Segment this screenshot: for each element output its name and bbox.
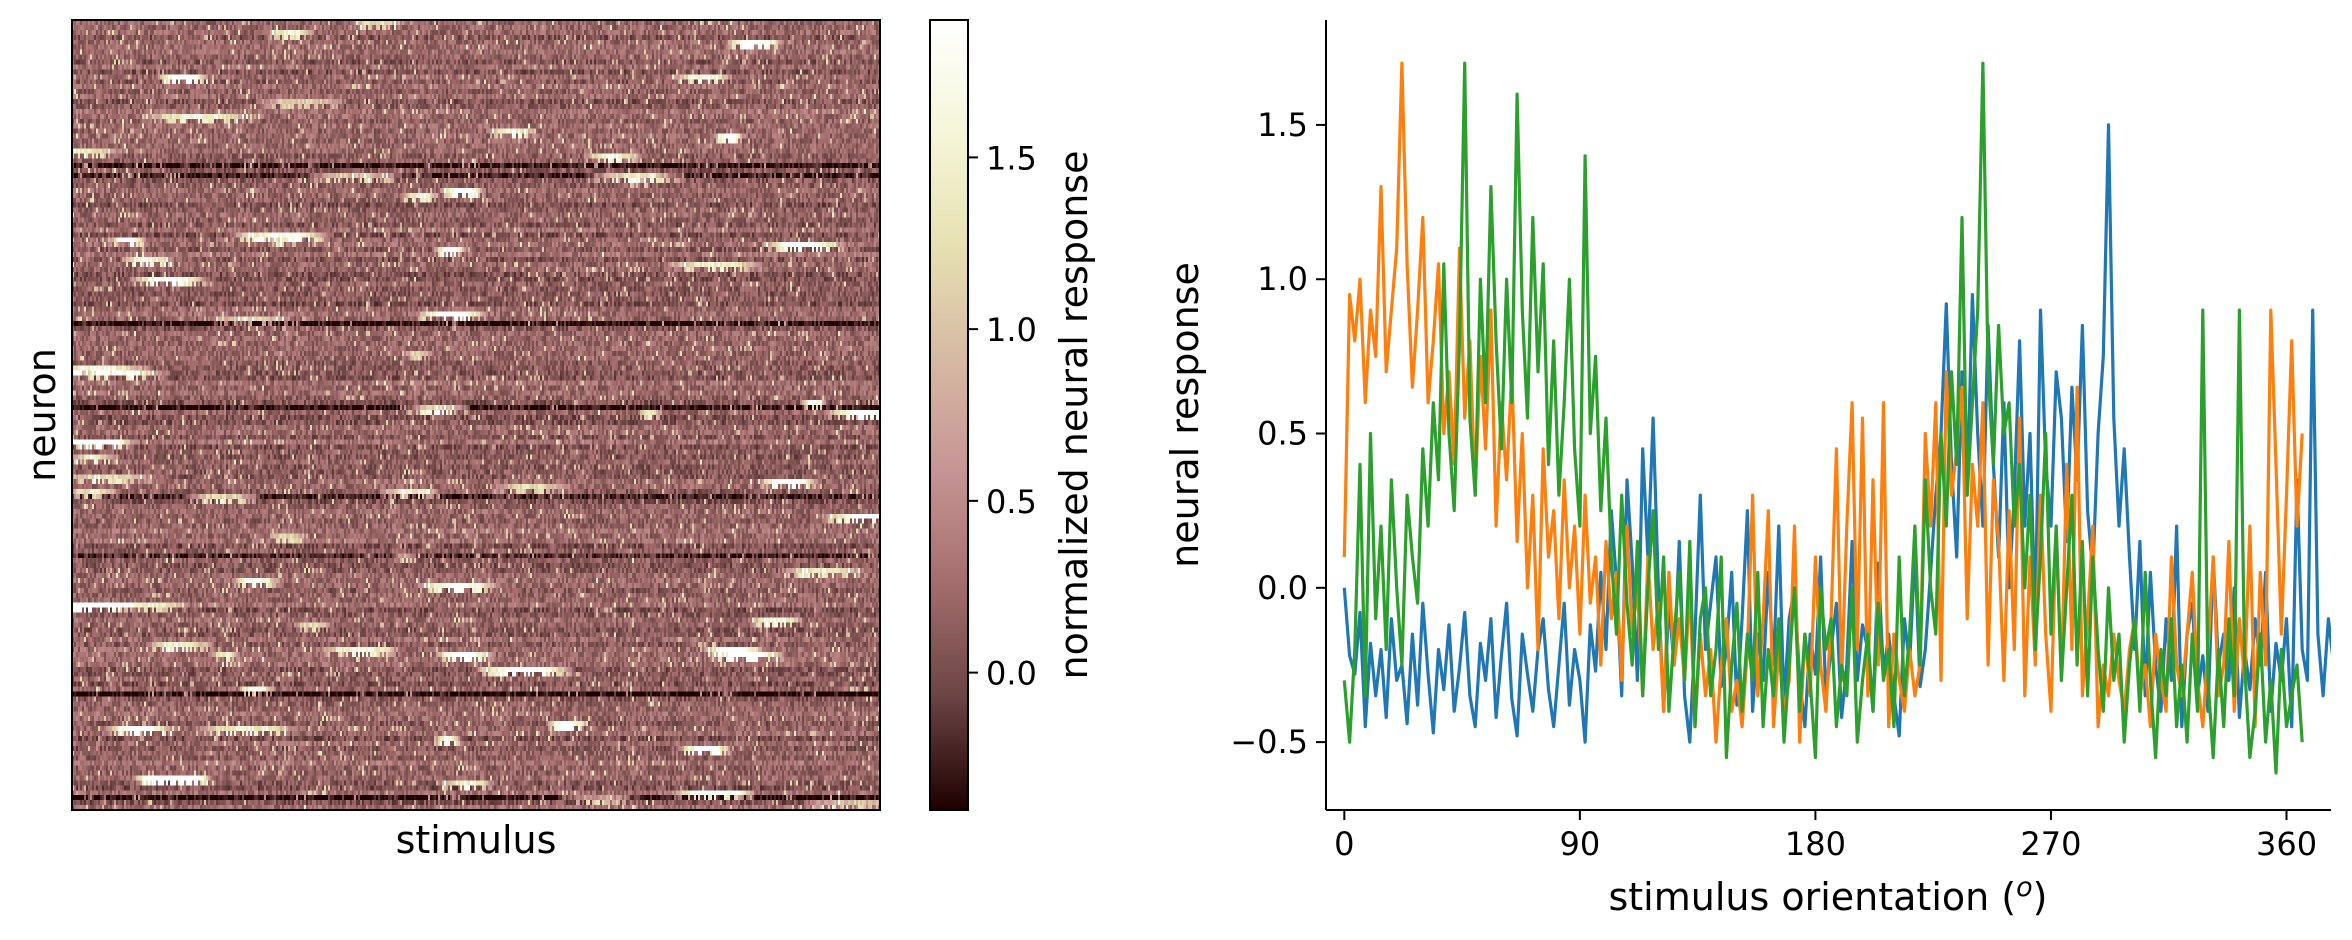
heatmap-xlabel: stimulus: [396, 818, 557, 862]
x-tick-label: 90: [1560, 825, 1601, 863]
x-tick-label: 180: [1785, 825, 1846, 863]
colorbar-tick-label: 0.0: [986, 655, 1037, 693]
heatmap-frame: [71, 19, 881, 811]
y-tick-label: 0.5: [1257, 415, 1308, 453]
y-tick-label: 0.0: [1257, 569, 1308, 607]
line-chart-xlabel: stimulus orientation (o): [1608, 872, 2047, 919]
y-tick-label: 1.0: [1257, 260, 1308, 298]
heatmap-panel: stimulus neuron: [20, 19, 881, 862]
line-series-group: [1342, 61, 2331, 775]
y-tick-label: 1.5: [1257, 106, 1308, 144]
colorbar: 0.0 0.5 1.0 1.5 normalized neural response: [929, 19, 1096, 811]
x-tick-label: 0: [1334, 825, 1354, 863]
heatmap-ylabel: neuron: [20, 348, 64, 482]
colorbar-tick-label: 1.5: [986, 139, 1037, 177]
line-chart-panel: 0 90 180 270 360 −0.5 0.0 0.5 1.0 1.5 stimulus o…: [1163, 20, 2331, 919]
xlabel-degree-superscript: o: [2016, 872, 2033, 903]
x-tick-label: 270: [2020, 825, 2081, 863]
series-line-1: [1342, 123, 2331, 744]
colorbar-tick-label: 0.5: [986, 483, 1037, 521]
colorbar-tick-label: 1.0: [986, 311, 1037, 349]
line-chart-x-ticks: 0 90 180 270 360: [1334, 810, 2317, 863]
heatmap-cells: [72, 20, 880, 810]
x-tick-label: 360: [2256, 825, 2317, 863]
series-line-3: [1342, 61, 2304, 775]
colorbar-ticks: 0.0 0.5 1.0 1.5: [968, 139, 1037, 693]
colorbar-gradient: [929, 19, 969, 811]
line-chart-y-ticks: −0.5 0.0 0.5 1.0 1.5: [1230, 106, 1326, 761]
heatmap-image: [72, 20, 880, 810]
colorbar-label: normalized neural response: [1052, 151, 1096, 680]
line-chart-ylabel: neural response: [1163, 262, 1207, 568]
y-tick-label: −0.5: [1230, 723, 1308, 761]
